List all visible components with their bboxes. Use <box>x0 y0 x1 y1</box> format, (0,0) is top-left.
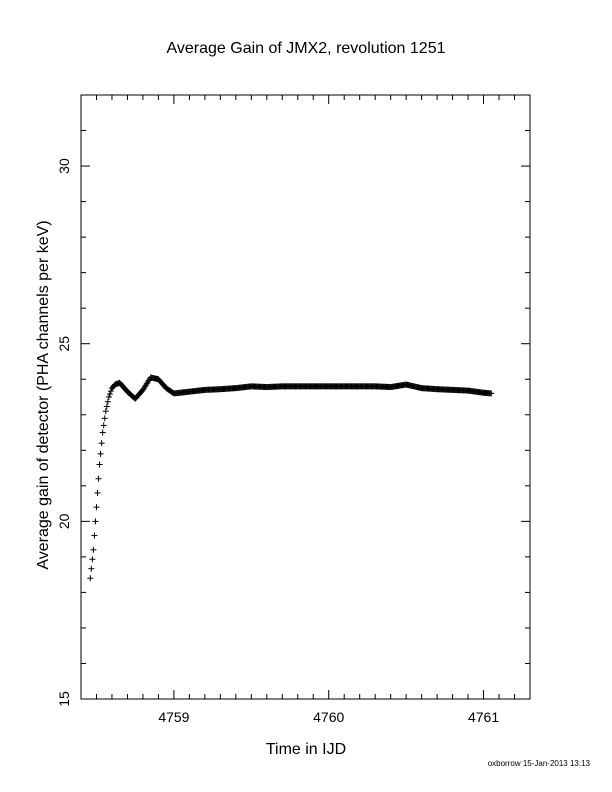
data-point <box>106 391 113 398</box>
y-tick-label: 15 <box>56 691 72 707</box>
data-point <box>92 518 99 525</box>
data-point <box>102 408 109 415</box>
plot-frame <box>80 94 531 700</box>
footer-credit: oxborrow 15-Jan-2013 13:13 <box>487 759 590 768</box>
x-tick-label: 4759 <box>158 709 189 725</box>
data-point <box>90 546 97 553</box>
data-point <box>99 429 106 436</box>
y-tick-label: 25 <box>56 336 72 352</box>
data-point <box>488 390 495 397</box>
data-point <box>103 403 110 410</box>
x-tick-label: 4760 <box>313 709 344 725</box>
y-tick-label: 30 <box>56 158 72 174</box>
data-point <box>97 450 104 457</box>
data-point <box>89 556 96 563</box>
data-point <box>98 440 105 447</box>
data-point <box>101 415 108 422</box>
data-point <box>88 565 95 572</box>
data-point <box>93 504 100 511</box>
data-point <box>104 398 111 405</box>
axis-ticks <box>80 94 531 700</box>
data-point <box>94 489 101 496</box>
x-tick-label: 4761 <box>468 709 499 725</box>
x-axis-label: Time in IJD <box>266 741 346 758</box>
data-series <box>87 374 495 582</box>
data-point <box>91 532 98 539</box>
axis-tick-labels: 4759 4760 4761 15 20 25 30 <box>56 158 499 725</box>
data-point <box>87 575 94 582</box>
data-point <box>105 394 112 400</box>
data-point <box>100 422 107 429</box>
y-tick-label: 20 <box>56 513 72 529</box>
data-point <box>96 461 103 468</box>
y-axis-label: Average gain of detector (PHA channels p… <box>35 220 52 569</box>
data-point <box>107 388 114 395</box>
data-point <box>95 475 102 482</box>
chart-title: Average Gain of JMX2, revolution 1251 <box>167 40 446 57</box>
